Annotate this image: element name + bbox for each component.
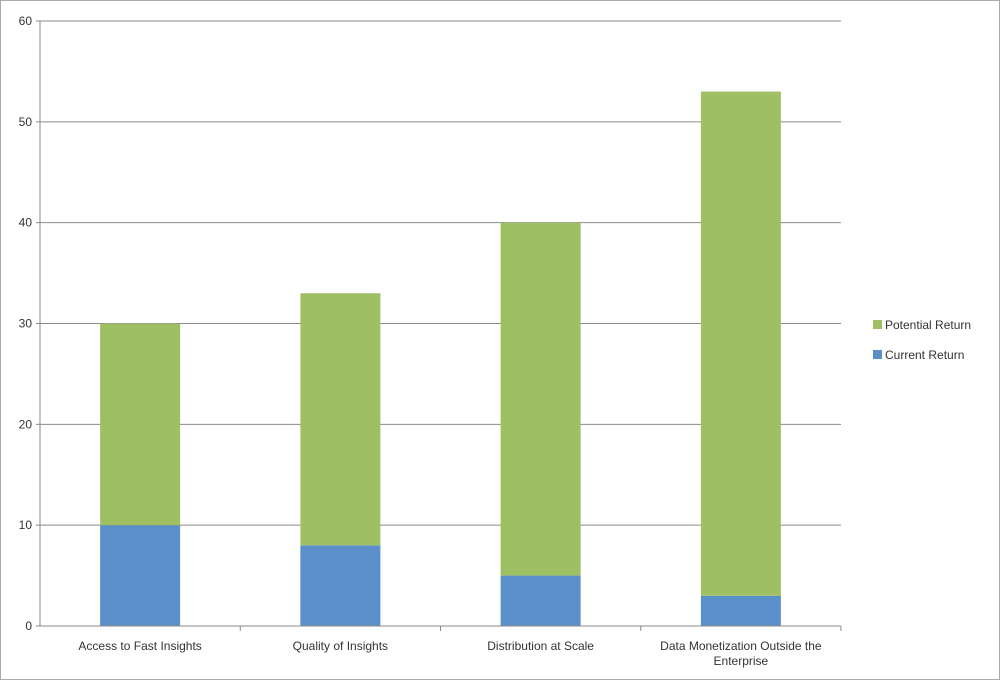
axes (36, 20, 842, 631)
bar-potential-return-2 (500, 222, 581, 576)
x-category-label: Distribution at Scale (487, 639, 594, 653)
bar-potential-return-1 (300, 293, 381, 546)
legend-label-current-return: Current Return (885, 348, 964, 362)
y-tick-label: 40 (19, 216, 33, 230)
bar-current-return-1 (300, 545, 381, 626)
bar-current-return-3 (700, 595, 781, 626)
legend: Potential Return Current Return (873, 318, 971, 362)
y-tick-label: 10 (19, 518, 33, 532)
y-tick-label: 60 (19, 14, 33, 28)
bar-potential-return-3 (700, 91, 781, 596)
x-category-label: Access to Fast Insights (78, 639, 201, 653)
y-tick-label: 0 (25, 619, 32, 633)
x-category-label: Data Monetization Outside the (660, 639, 822, 653)
bar-potential-return-0 (100, 323, 181, 526)
y-tick-label: 50 (19, 115, 33, 129)
x-category-label: Quality of Insights (293, 639, 388, 653)
labels: 0 10 20 30 40 50 60 Access to Fast Insights Qual… (19, 14, 822, 668)
legend-swatch-potential-return (873, 320, 882, 329)
bars (100, 91, 781, 626)
y-tick-label: 20 (19, 417, 33, 431)
legend-label-potential-return: Potential Return (885, 318, 971, 332)
legend-swatch-current-return (873, 350, 882, 359)
y-tick-label: 30 (19, 317, 33, 331)
bar-current-return-0 (100, 525, 181, 626)
bar-current-return-2 (500, 575, 581, 626)
x-category-label: Enterprise (714, 654, 769, 668)
